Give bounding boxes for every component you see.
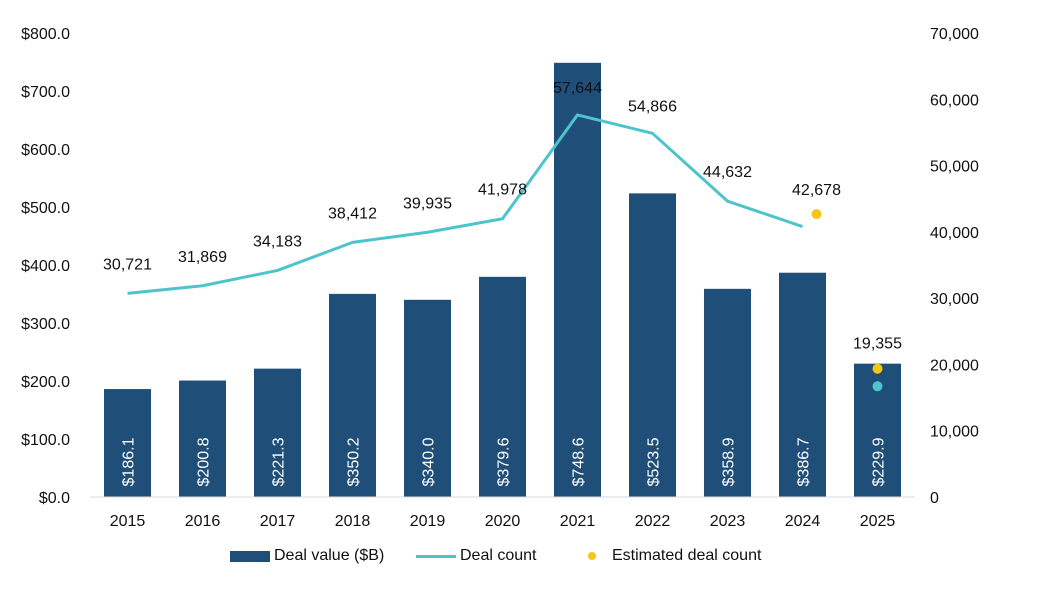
right-axis-tick-label: 20,000	[930, 357, 979, 374]
x-axis-tick-label: 2022	[635, 513, 671, 530]
left-axis-tick-label: $300.0	[21, 316, 70, 333]
line-deal-count	[127, 113, 803, 295]
point-estimated-deal-count	[872, 363, 883, 374]
legend-item-deal-value: Deal value ($B)	[230, 543, 384, 569]
left-axis-tick-label: $0.0	[39, 490, 70, 507]
right-axis-tick-label: 60,000	[930, 92, 979, 109]
line-value-label: 30,721	[103, 256, 152, 273]
bar-deal-value	[254, 368, 301, 497]
bar-value-label: $379.6	[496, 437, 513, 486]
right-axis-tick-label: 40,000	[930, 225, 979, 242]
legend-label-deal-value: Deal value ($B)	[274, 547, 385, 564]
right-axis-tick-label: 0	[930, 490, 939, 507]
x-axis-tick-label: 2020	[485, 513, 521, 530]
right-axis-tick-label: 10,000	[930, 424, 979, 441]
bar-value-label: $186.1	[121, 437, 138, 486]
line-value-label: 38,412	[328, 205, 377, 222]
bar-deal-value	[779, 272, 826, 497]
bar-value-label: $200.8	[196, 437, 213, 486]
line-value-label: 44,632	[703, 164, 752, 181]
bar-deal-value	[479, 276, 526, 497]
left-axis-tick-label: $500.0	[21, 200, 70, 217]
left-axis-tick-label: $400.0	[21, 258, 70, 275]
left-axis-tick-label: $800.0	[21, 26, 70, 43]
legend-swatch-dot	[588, 552, 596, 560]
estimated-value-label: 42,678	[792, 182, 841, 199]
bar-deal-value	[629, 193, 676, 497]
legend-item-deal-count: Deal count	[416, 543, 537, 569]
bar-value-label: $523.5	[646, 437, 663, 486]
bar-deal-value	[104, 389, 151, 497]
bar-deal-value	[554, 62, 601, 497]
x-axis-tick-label: 2017	[260, 513, 296, 530]
legend-label-estimated: Estimated deal count	[612, 547, 762, 564]
bar-value-label: $748.6	[571, 437, 588, 486]
legend-swatch-line	[416, 554, 456, 558]
bar-deal-value	[404, 299, 451, 497]
x-axis-tick-label: 2023	[710, 513, 746, 530]
bar-deal-value	[179, 380, 226, 497]
right-axis-tick-label: 30,000	[930, 291, 979, 308]
left-axis-tick-label: $600.0	[21, 142, 70, 159]
bar-value-label: $358.9	[721, 437, 738, 486]
line-value-label: 34,183	[253, 233, 302, 250]
estimated-value-label: 19,355	[853, 336, 902, 353]
bar-value-label: $221.3	[271, 437, 288, 486]
x-axis-tick-label: 2018	[335, 513, 371, 530]
x-axis-tick-label: 2024	[785, 513, 821, 530]
line-value-label: 41,978	[478, 182, 527, 199]
legend-swatch-bar	[230, 550, 270, 562]
left-axis-tick-label: $700.0	[21, 84, 70, 101]
x-axis-tick-label: 2025	[860, 513, 896, 530]
bar-value-label: $229.9	[871, 437, 888, 486]
right-axis-tick-label: 70,000	[930, 26, 979, 43]
x-axis-tick-label: 2021	[560, 513, 596, 530]
legend: Deal value ($B) Deal count Estimated dea…	[0, 543, 1050, 569]
left-axis-tick-label: $200.0	[21, 374, 70, 391]
x-axis-tick-label: 2015	[110, 513, 146, 530]
legend-item-estimated: Estimated deal count	[572, 543, 761, 569]
line-value-label: 39,935	[403, 195, 452, 212]
legend-label-deal-count: Deal count	[460, 547, 537, 564]
bar-deal-value	[704, 288, 751, 497]
bar-value-label: $350.2	[346, 437, 363, 486]
point-deal-count	[872, 381, 883, 392]
line-value-label: 54,866	[628, 98, 677, 115]
left-axis-tick-label: $100.0	[21, 432, 70, 449]
point-estimated-deal-count	[811, 209, 822, 220]
x-axis-tick-label: 2019	[410, 513, 446, 530]
bar-value-label: $386.7	[796, 437, 813, 486]
line-value-label: 31,869	[178, 249, 227, 266]
right-axis-tick-label: 50,000	[930, 159, 979, 176]
bar-deal-value	[329, 293, 376, 497]
bar-value-label: $340.0	[421, 437, 438, 486]
line-value-label: 57,644	[553, 80, 602, 97]
x-axis-tick-label: 2016	[185, 513, 221, 530]
